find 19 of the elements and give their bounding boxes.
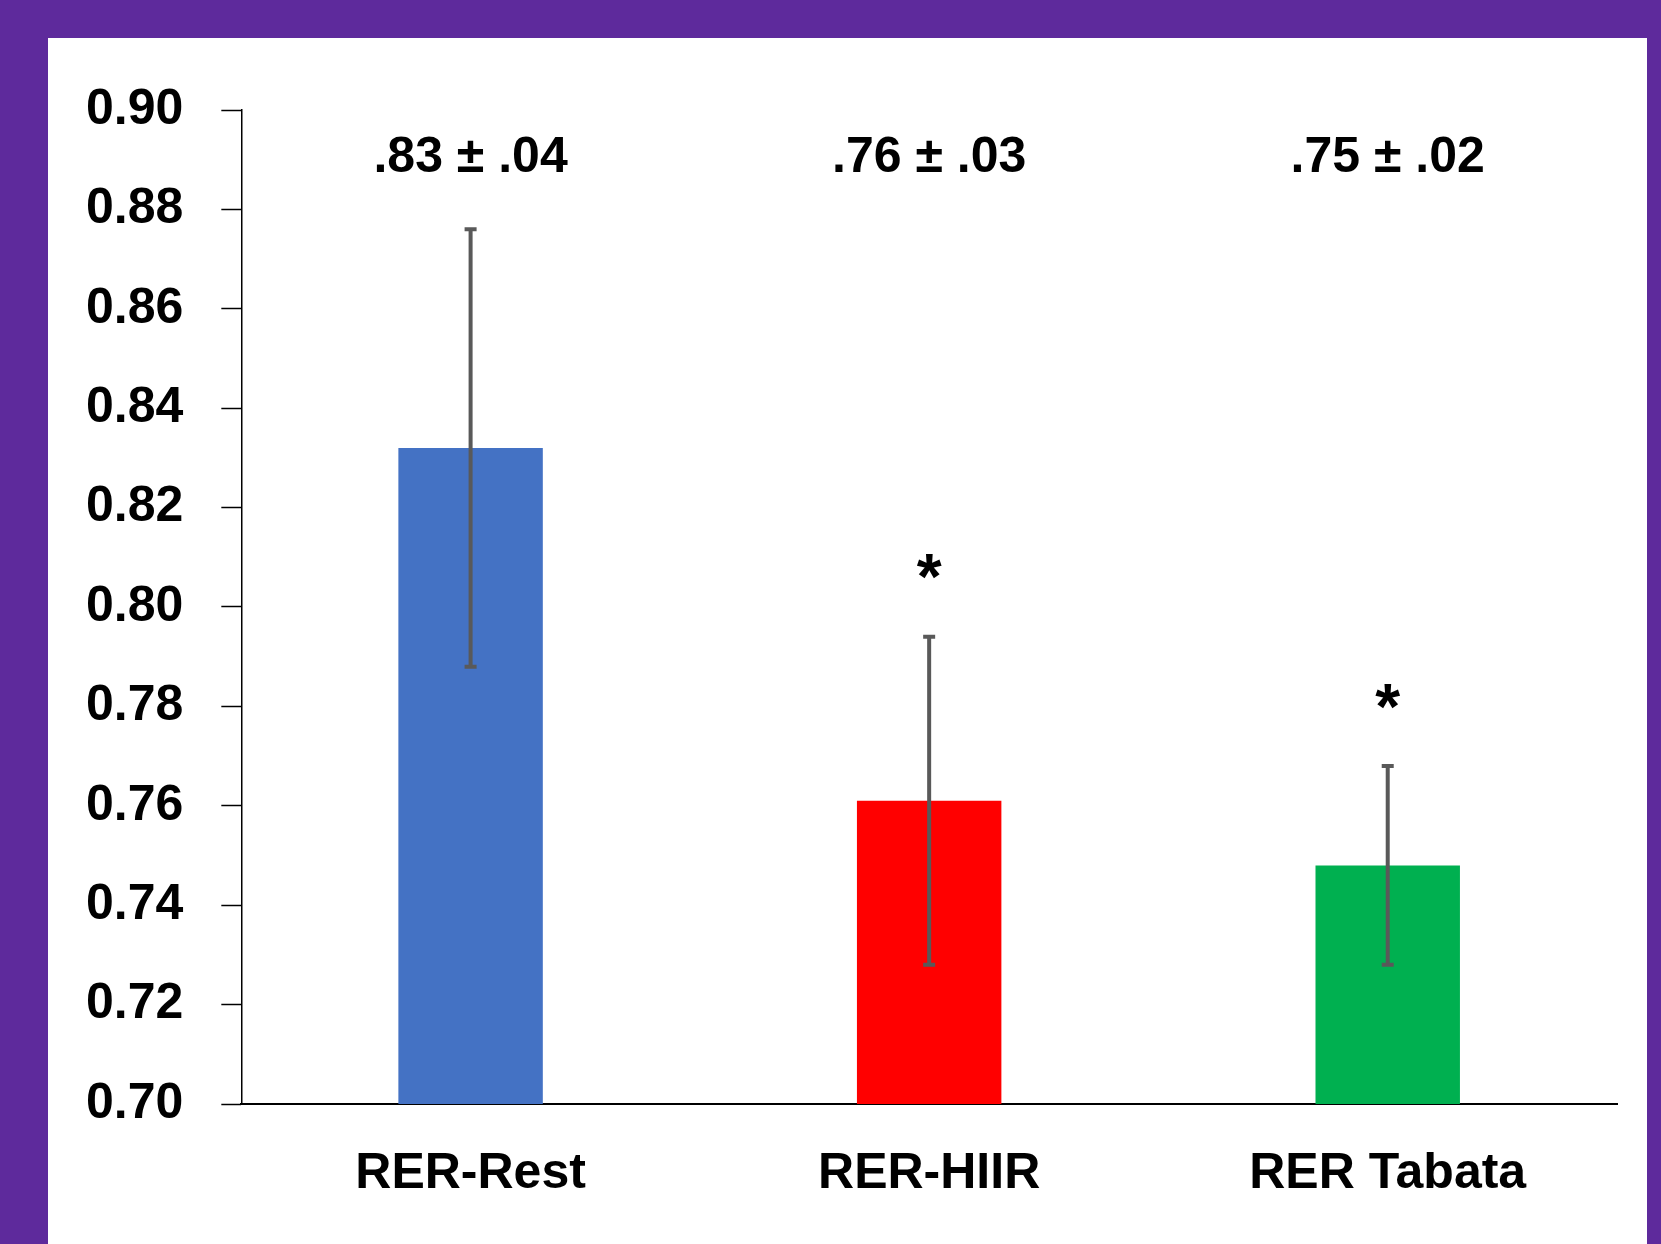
- annotation: .75 ± .02: [1290, 126, 1485, 183]
- x-tick-label: RER-HIIR: [818, 1142, 1041, 1199]
- y-tick-label: 0.78: [85, 675, 184, 732]
- y-tick-label: 0.84: [85, 376, 184, 433]
- annotation: .76 ± .03: [832, 126, 1027, 183]
- y-tick-label: 0.88: [85, 178, 184, 235]
- y-tick-label: 0.86: [85, 277, 184, 334]
- x-tick-label: RER-Rest: [355, 1142, 587, 1199]
- y-tick-label: 0.74: [85, 873, 184, 930]
- x-tick-label: RER Tabata: [1249, 1142, 1528, 1199]
- y-tick-label: 0.80: [85, 575, 184, 632]
- y-tick-label: 0.82: [85, 476, 184, 533]
- y-tick-label: 0.70: [85, 1072, 184, 1129]
- y-tick-label: 0.76: [85, 774, 184, 831]
- annotation: *: [1375, 670, 1401, 743]
- y-tick-label: 0.90: [85, 78, 184, 135]
- annotation: *: [916, 541, 942, 614]
- y-tick-label: 0.72: [85, 973, 184, 1030]
- annotation: .83 ± .04: [373, 126, 568, 183]
